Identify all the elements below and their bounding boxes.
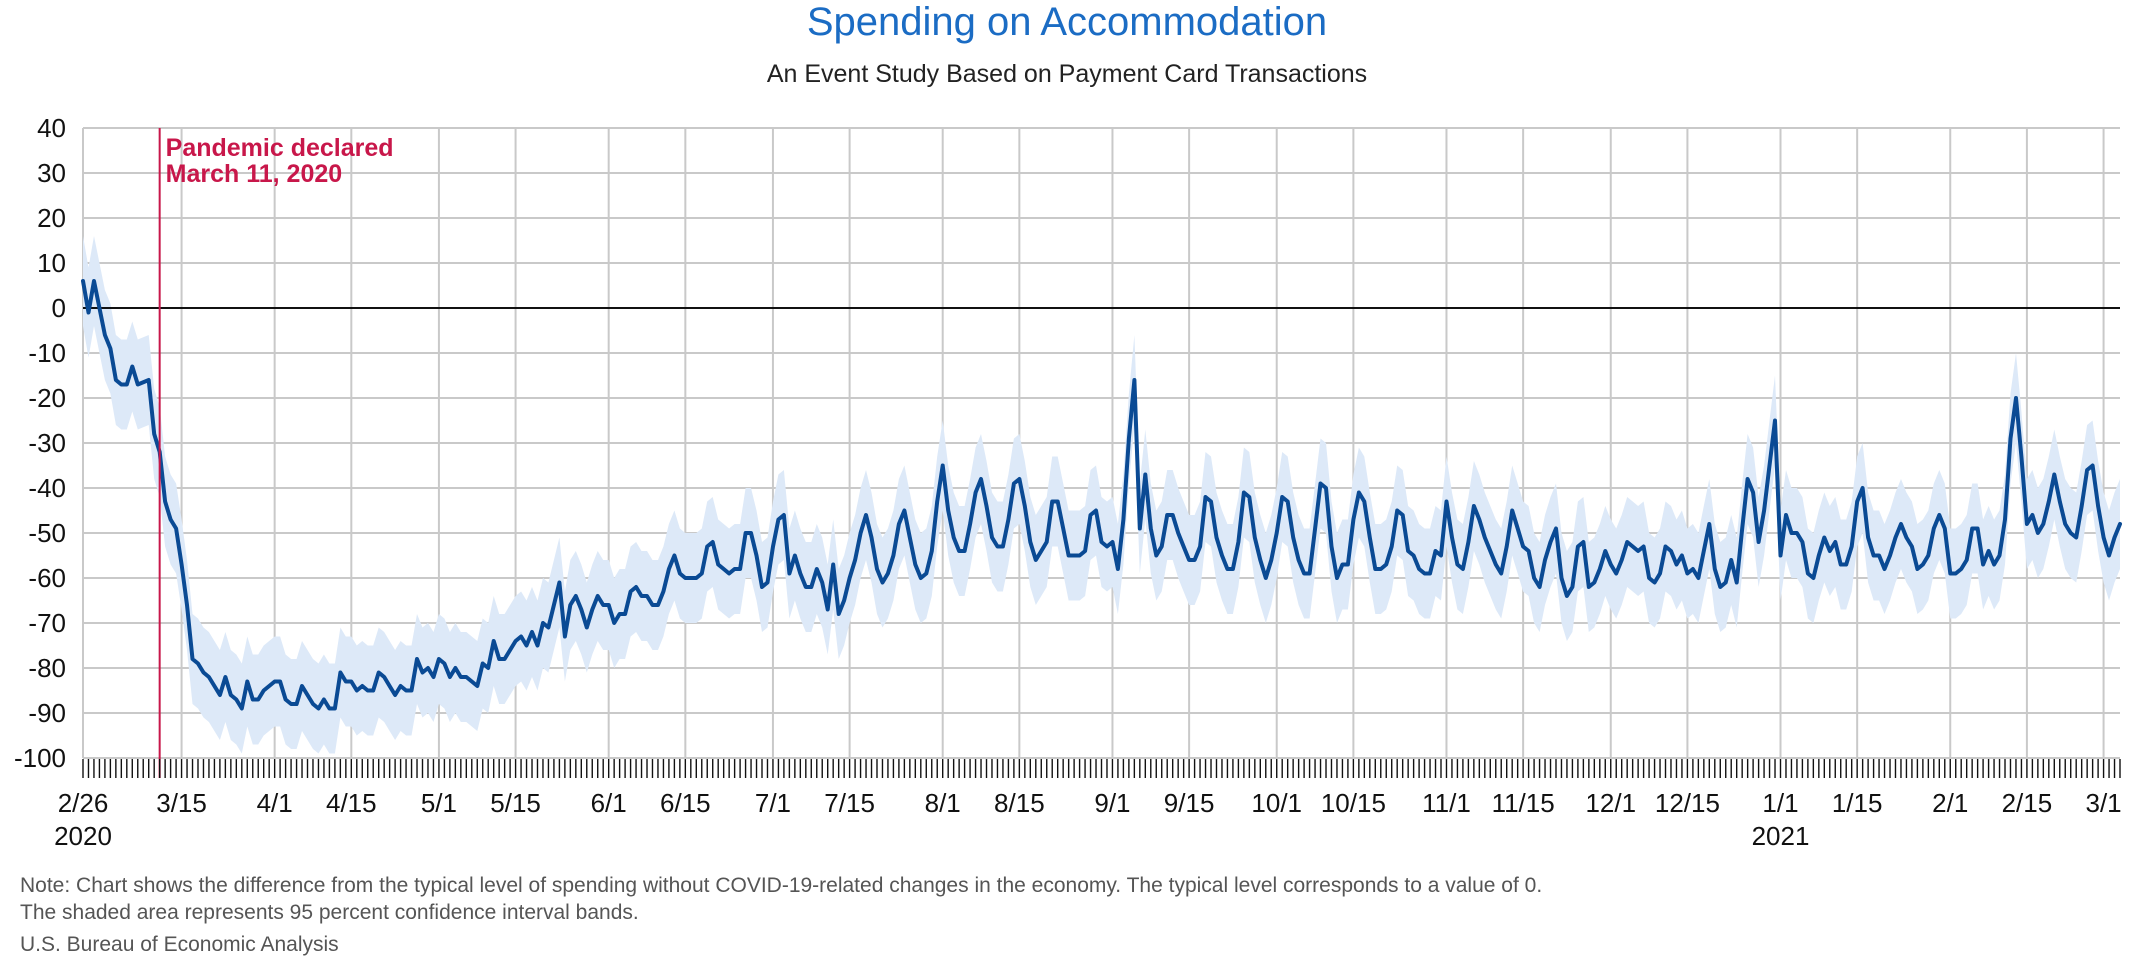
- y-tick-label: -50: [28, 518, 66, 548]
- y-tick-label: -100: [14, 743, 66, 773]
- y-tick-label: -30: [28, 428, 66, 458]
- y-tick-label: 0: [52, 293, 66, 323]
- note-line-1: Note: Chart shows the difference from th…: [20, 874, 1543, 897]
- x-tick-label: 5/15: [490, 788, 541, 818]
- pandemic-annotation-label: March 11, 2020: [166, 160, 343, 188]
- y-tick-label: -70: [28, 608, 66, 638]
- x-tick-label: 10/1: [1251, 788, 1302, 818]
- y-tick-label: -20: [28, 383, 66, 413]
- x-tick-label: 11/1: [1422, 788, 1471, 818]
- x-tick-label: 3/15: [156, 788, 207, 818]
- y-tick-label: -10: [28, 338, 66, 368]
- x-tick-label: 11/15: [1492, 788, 1555, 818]
- series-line: [81, 279, 2122, 711]
- x-tick-label: 12/1: [1585, 788, 1636, 818]
- chart-source: U.S. Bureau of Economic Analysis: [20, 933, 339, 956]
- x-tick-label: 7/1: [755, 788, 791, 818]
- y-tick-label: 30: [37, 158, 66, 188]
- x-tick-label: 8/15: [994, 788, 1045, 818]
- y-tick-label: 40: [37, 113, 66, 143]
- confidence-band-layer: [83, 236, 2120, 754]
- y-tick-label: 10: [37, 248, 66, 278]
- note-line-2: The shaded area represents 95 percent co…: [20, 901, 639, 924]
- x-tick-year-label: 2020: [54, 821, 112, 851]
- series-line-layer: [81, 279, 2122, 711]
- axis-layer: 40 30 20 10 0 -10 -20 -30 -40 -50 -60 -70 -80 -90 -100…: [14, 113, 2122, 851]
- x-tick-label: 1/15: [1832, 788, 1883, 818]
- y-tick-label: 20: [37, 203, 66, 233]
- x-tick-label: 1/1: [1762, 788, 1798, 818]
- y-tick-label: -80: [28, 653, 66, 683]
- x-tick-year-label: 2021: [1752, 821, 1810, 851]
- x-tick-label: 2/15: [2002, 788, 2053, 818]
- x-tick-label: 8/1: [925, 788, 961, 818]
- y-tick-label: -90: [28, 698, 66, 728]
- x-tick-label: 2/26: [58, 788, 109, 818]
- y-tick-label: -60: [28, 563, 66, 593]
- x-tick-label: 3/1: [2085, 788, 2121, 818]
- x-tick-label: 6/1: [591, 788, 627, 818]
- x-tick-label: 7/15: [824, 788, 875, 818]
- chart-title: Spending on Accommodation: [806, 0, 1328, 44]
- x-tick-label: 5/1: [421, 788, 457, 818]
- x-tick-label: 9/1: [1094, 788, 1130, 818]
- x-tick-label: 6/15: [660, 788, 711, 818]
- x-tick-label: 10/15: [1321, 788, 1386, 818]
- y-tick-label: -40: [28, 473, 66, 503]
- x-tick-label: 12/15: [1655, 788, 1720, 818]
- pandemic-annotation-label: Pandemic declared: [166, 134, 394, 162]
- x-tick-label: 2/1: [1932, 788, 1968, 818]
- x-tick-label: 9/15: [1164, 788, 1215, 818]
- confidence-band: [83, 236, 2120, 754]
- chart-subtitle: An Event Study Based on Payment Card Tra…: [766, 60, 1368, 88]
- x-tick-label: 4/15: [326, 788, 377, 818]
- x-tick-label: 4/1: [257, 788, 293, 818]
- x-daily-ticks: [82, 759, 2121, 778]
- chart-note: Note: Chart shows the difference from th…: [20, 872, 1542, 926]
